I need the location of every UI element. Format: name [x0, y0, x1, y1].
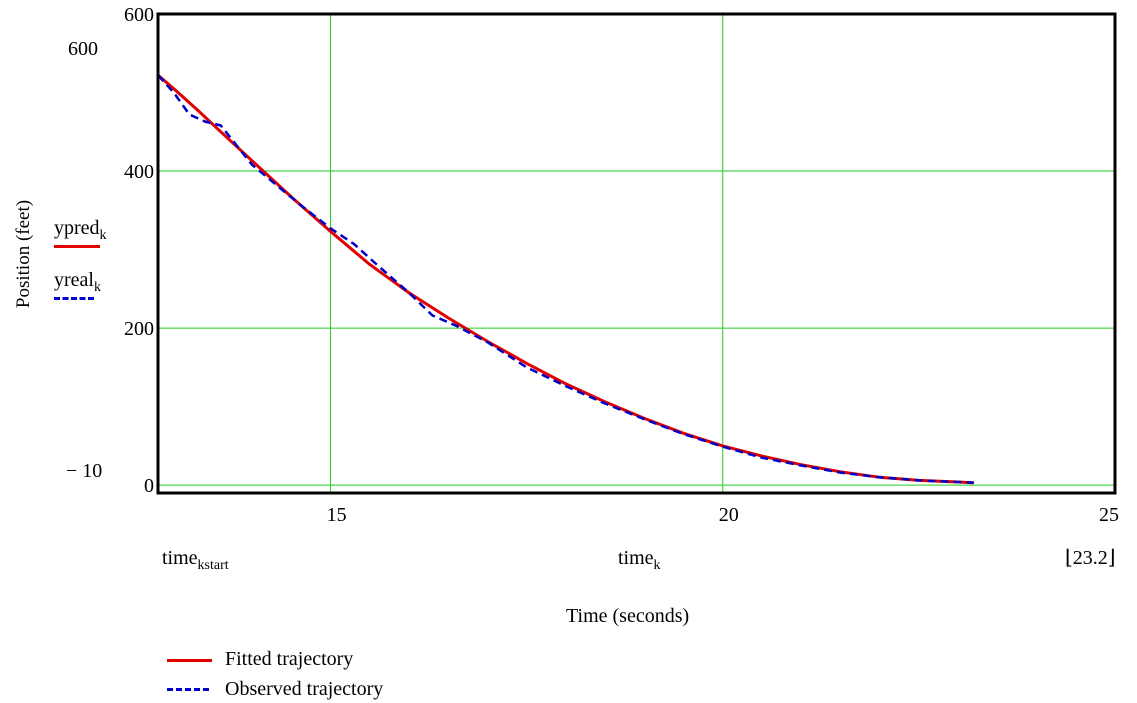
legend-observed-line [167, 688, 209, 691]
x-marker-right: ⌊23.2⌋ [1065, 547, 1116, 569]
legend-yreal-line [54, 297, 94, 300]
x-tick-label-15: 15 [326, 504, 347, 526]
y-tick-label-0: 0 [144, 475, 154, 498]
legend-observed-label: Observed trajectory [225, 678, 384, 700]
y-axis-label: Position (feet) [13, 199, 34, 309]
legend-fitted-line [167, 659, 212, 662]
x-tick-label-20: 20 [718, 504, 739, 526]
legend-fitted-label: Fitted trajectory [225, 648, 354, 670]
x-tick-label-25: 25 [1099, 504, 1119, 526]
plot-frame [156, 12, 1117, 495]
y-tick-label-200: 200 [124, 318, 154, 341]
y-tick-label-600: 600 [124, 4, 154, 26]
x-marker-mid: timek [618, 547, 661, 573]
series-line-yreal [157, 74, 974, 485]
y-marker-top: 600 [68, 38, 98, 60]
legend-ypred-label: ypredk [54, 217, 107, 243]
legend-ypred-line [54, 245, 100, 248]
gridlines [158, 14, 1115, 493]
x-axis-label: Time (seconds) [566, 605, 690, 627]
x-marker-left: timekstart [162, 547, 229, 573]
legend-yreal-label: yrealk [54, 269, 101, 295]
y-marker-bottom: − 10 [66, 460, 103, 482]
y-tick-label-400: 400 [124, 161, 154, 184]
series-line-ypred [157, 74, 974, 485]
series-layer [157, 74, 974, 485]
